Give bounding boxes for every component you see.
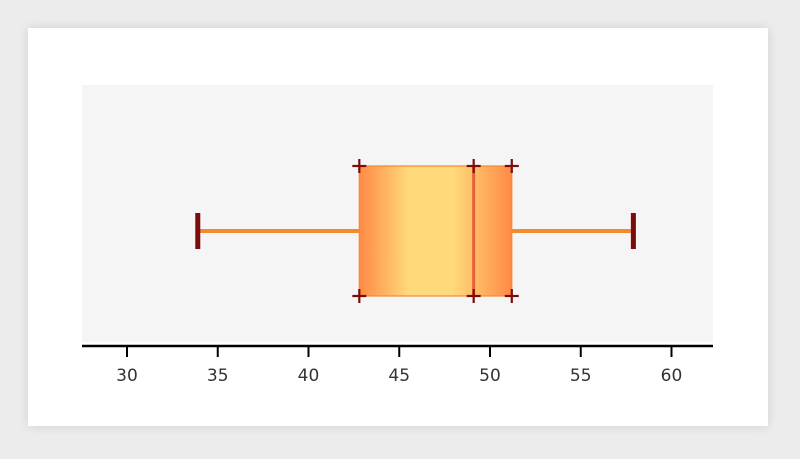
x-tick-label-55: 55 — [570, 366, 592, 386]
marker-median-top — [466, 159, 481, 173]
marker-q1-top — [352, 159, 367, 173]
box-q1-to-median — [358, 165, 475, 297]
x-axis: 30 35 40 45 50 55 60 — [82, 344, 713, 386]
x-tick-label-35: 35 — [207, 366, 229, 386]
x-tick-label-30: 30 — [116, 366, 138, 386]
x-tick-label-40: 40 — [298, 366, 320, 386]
x-tick-label-60: 60 — [661, 366, 683, 386]
box-plot-series — [195, 159, 636, 303]
x-tick-label-45: 45 — [388, 366, 410, 386]
marker-median-bottom — [466, 289, 481, 303]
marker-q3-top — [504, 159, 519, 173]
box-corner-markers — [352, 159, 519, 303]
x-tick-label-50: 50 — [479, 366, 501, 386]
marker-q3-bottom — [504, 289, 519, 303]
marker-q1-bottom — [352, 289, 367, 303]
box-median-to-q3 — [473, 165, 513, 297]
x-axis-ticks: 30 35 40 45 50 55 60 — [116, 346, 682, 386]
